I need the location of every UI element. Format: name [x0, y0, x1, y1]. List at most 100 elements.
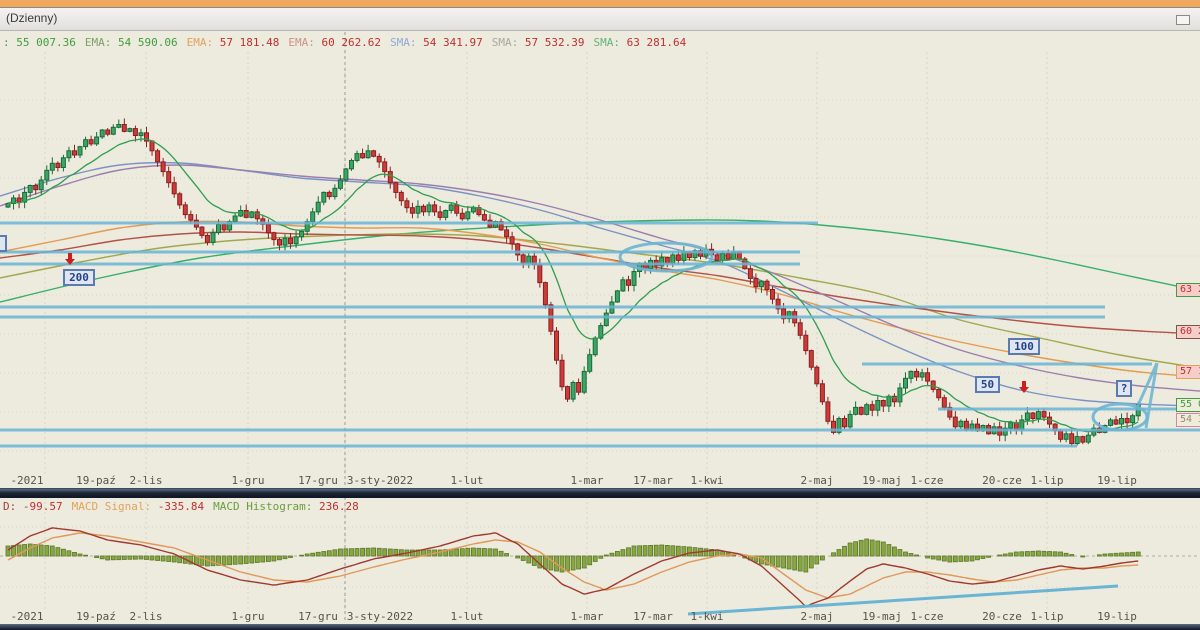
macd-histogram-bar	[670, 545, 676, 557]
macd-histogram-bar	[5, 545, 11, 557]
macd-histogram-bar	[853, 541, 858, 557]
support-resistance-lines[interactable]	[0, 221, 1200, 448]
window-restore-button[interactable]	[1176, 15, 1190, 25]
ma-period-label-box[interactable]: ?	[1116, 380, 1132, 397]
macd-histogram-bar	[487, 548, 493, 557]
macd-histogram-bar	[55, 547, 61, 557]
macd-signal-line	[7, 532, 1139, 599]
macd-histogram-bar	[470, 547, 476, 557]
macd-histogram-bar	[631, 545, 637, 557]
macd-histogram-bar	[886, 544, 892, 557]
ma-period-label-box[interactable]: 0	[0, 235, 7, 252]
macd-histogram-bar	[581, 555, 587, 569]
macd-histogram-bar	[493, 548, 498, 557]
price-legend-item: EMA: 60 262.62	[288, 36, 382, 49]
macd-histogram-bar	[1047, 551, 1052, 557]
macd-histogram-bar	[969, 555, 975, 562]
macd-histogram-bar	[481, 548, 487, 557]
macd-histogram-bar	[459, 548, 465, 557]
macd-histogram-bar	[221, 555, 227, 566]
ma-period-label-box[interactable]: 50	[975, 376, 1000, 393]
x-axis-tick-label: 1-cze	[910, 610, 944, 623]
macd-histogram-bar	[598, 555, 604, 559]
macd-histogram-bar	[382, 548, 388, 557]
macd-histogram-bar	[171, 555, 177, 563]
macd-histogram-bar	[1019, 551, 1025, 557]
macd-histogram-bar	[398, 549, 404, 557]
diagonal-trend-line	[1134, 362, 1159, 411]
macd-histogram-bar	[808, 555, 814, 569]
macd-histogram-bar	[642, 545, 648, 557]
macd-histogram-bar	[936, 555, 942, 561]
x-axis-tick-label: 2-maj	[800, 610, 834, 623]
ma-period-label-box[interactable]: 100	[1008, 338, 1040, 355]
macd-histogram-bar	[72, 552, 77, 557]
price-axis-value-box: 57 1	[1176, 365, 1200, 379]
macd-histogram-bar	[648, 545, 653, 557]
highlight-ellipse	[618, 241, 714, 273]
macd-histogram-bar	[958, 555, 964, 562]
macd-histogram-bar	[786, 555, 792, 570]
macd-histogram-bar	[282, 555, 288, 560]
macd-histogram-bar	[687, 546, 692, 557]
price-legend-item: SMA: 54 341.97	[390, 36, 483, 49]
x-axis-tick-label: 17-gru	[298, 474, 338, 487]
macd-indicator-legend: D: -99.57 MACD Signal: -335.84 MACD Histog…	[3, 500, 368, 513]
x-axis-tick-label: 19-maj	[862, 610, 902, 623]
macd-histogram-bar	[1119, 552, 1124, 557]
macd-histogram-bar	[576, 555, 581, 570]
x-axis-tick-label: 19-lip	[1097, 610, 1137, 623]
macd-histogram-bar	[354, 548, 360, 557]
drawing-annotations[interactable]	[65, 241, 1149, 432]
x-axis-tick-label: 1-lut	[450, 474, 484, 487]
macd-histogram-bar	[1030, 550, 1036, 557]
macd-histogram-bar	[426, 549, 432, 557]
macd-histogram-bar	[66, 550, 72, 557]
macd-histogram-bar	[820, 555, 825, 561]
macd-histogram-bar	[1102, 553, 1108, 557]
macd-histogram-bar	[836, 549, 842, 557]
down-arrow-icon	[65, 253, 75, 265]
panel-separator[interactable]	[0, 488, 1200, 498]
highlight-ellipse	[1091, 402, 1149, 432]
macd-histogram-bar	[1080, 555, 1086, 558]
macd-panel[interactable]	[0, 527, 1200, 607]
macd-histogram-bar	[227, 555, 233, 566]
macd-histogram-bar	[265, 555, 271, 562]
x-axis-tick-label: 19-maj	[862, 474, 902, 487]
macd-histogram-bar	[216, 555, 221, 566]
macd-histogram-bar	[105, 555, 111, 561]
macd-histogram-bar	[232, 555, 238, 565]
macd-histogram-bar	[781, 555, 786, 569]
x-axis-tick-label: 17-mar	[633, 610, 673, 623]
macd-histogram-bar	[138, 555, 144, 560]
macd-histogram-bar	[681, 546, 687, 557]
macd-histogram-bar	[952, 555, 958, 563]
macd-legend-item: MACD Signal: -335.84	[71, 500, 205, 513]
macd-histogram-bar	[454, 548, 460, 557]
macd-histogram-bar	[986, 555, 991, 558]
macd-histogram-bar	[1008, 552, 1014, 557]
x-axis-tick-label: 2-lis	[129, 474, 163, 487]
candlestick-series[interactable]	[5, 118, 1141, 447]
macd-histogram-bar	[947, 555, 953, 563]
macd-histogram-bar	[908, 553, 914, 557]
macd-histogram-bar	[337, 548, 343, 557]
window-titlebar[interactable]: (Dzienny)	[0, 8, 1200, 31]
macd-histogram-bar	[160, 555, 166, 562]
macd-histogram-bar	[343, 548, 349, 557]
bottom-border-bar	[0, 624, 1200, 630]
macd-histogram-bar	[393, 548, 399, 557]
macd-histogram-bar	[116, 555, 122, 561]
macd-histogram-bar	[925, 555, 930, 559]
macd-histogram-bar	[615, 551, 620, 557]
ma-period-label-box[interactable]: 200	[63, 269, 95, 286]
x-axis-tick-label: 19-paź	[76, 610, 116, 623]
macd-histogram-bar	[520, 555, 526, 561]
macd-histogram-bar	[1002, 553, 1008, 557]
macd-trend-line[interactable]	[687, 584, 1119, 616]
macd-histogram-bar	[858, 539, 864, 557]
macd-histogram-bar	[144, 555, 149, 560]
macd-histogram-bar	[44, 545, 50, 557]
